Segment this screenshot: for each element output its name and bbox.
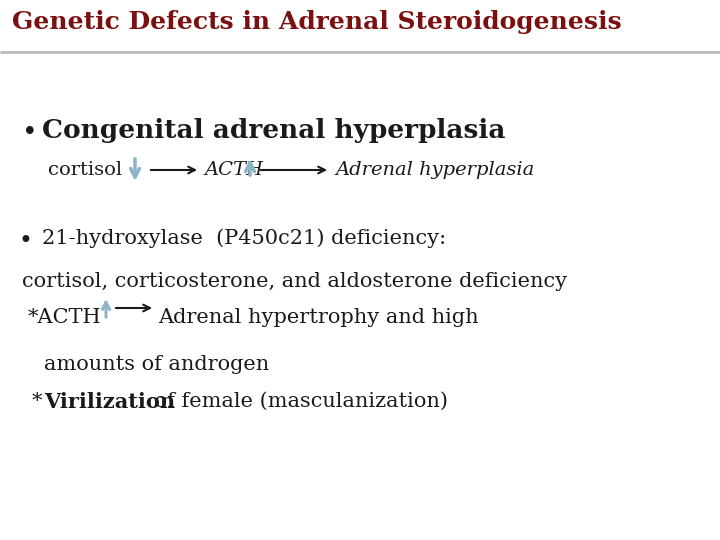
Text: Adrenal hyperplasia: Adrenal hyperplasia <box>335 161 534 179</box>
Text: •: • <box>18 230 32 253</box>
Text: amounts of androgen: amounts of androgen <box>44 355 269 374</box>
Text: Virilization: Virilization <box>44 392 175 412</box>
Text: ACTH: ACTH <box>204 161 263 179</box>
Bar <box>0 0 720 50</box>
Text: *ACTH: *ACTH <box>28 308 102 327</box>
Text: cortisol, corticosterone, and aldosterone deficiency: cortisol, corticosterone, and aldosteron… <box>22 272 567 291</box>
Text: Adrenal hypertrophy and high: Adrenal hypertrophy and high <box>158 308 479 327</box>
Text: Genetic Defects in Adrenal Steroidogenesis: Genetic Defects in Adrenal Steroidogenes… <box>12 10 621 34</box>
Text: 21-hydroxylase  (P450c21) deficiency:: 21-hydroxylase (P450c21) deficiency: <box>42 228 446 248</box>
Text: of female (masculanization): of female (masculanization) <box>148 392 448 411</box>
Text: *: * <box>32 392 49 411</box>
Text: •: • <box>22 120 37 145</box>
Text: cortisol: cortisol <box>48 161 122 179</box>
Text: Congenital adrenal hyperplasia: Congenital adrenal hyperplasia <box>42 118 505 143</box>
